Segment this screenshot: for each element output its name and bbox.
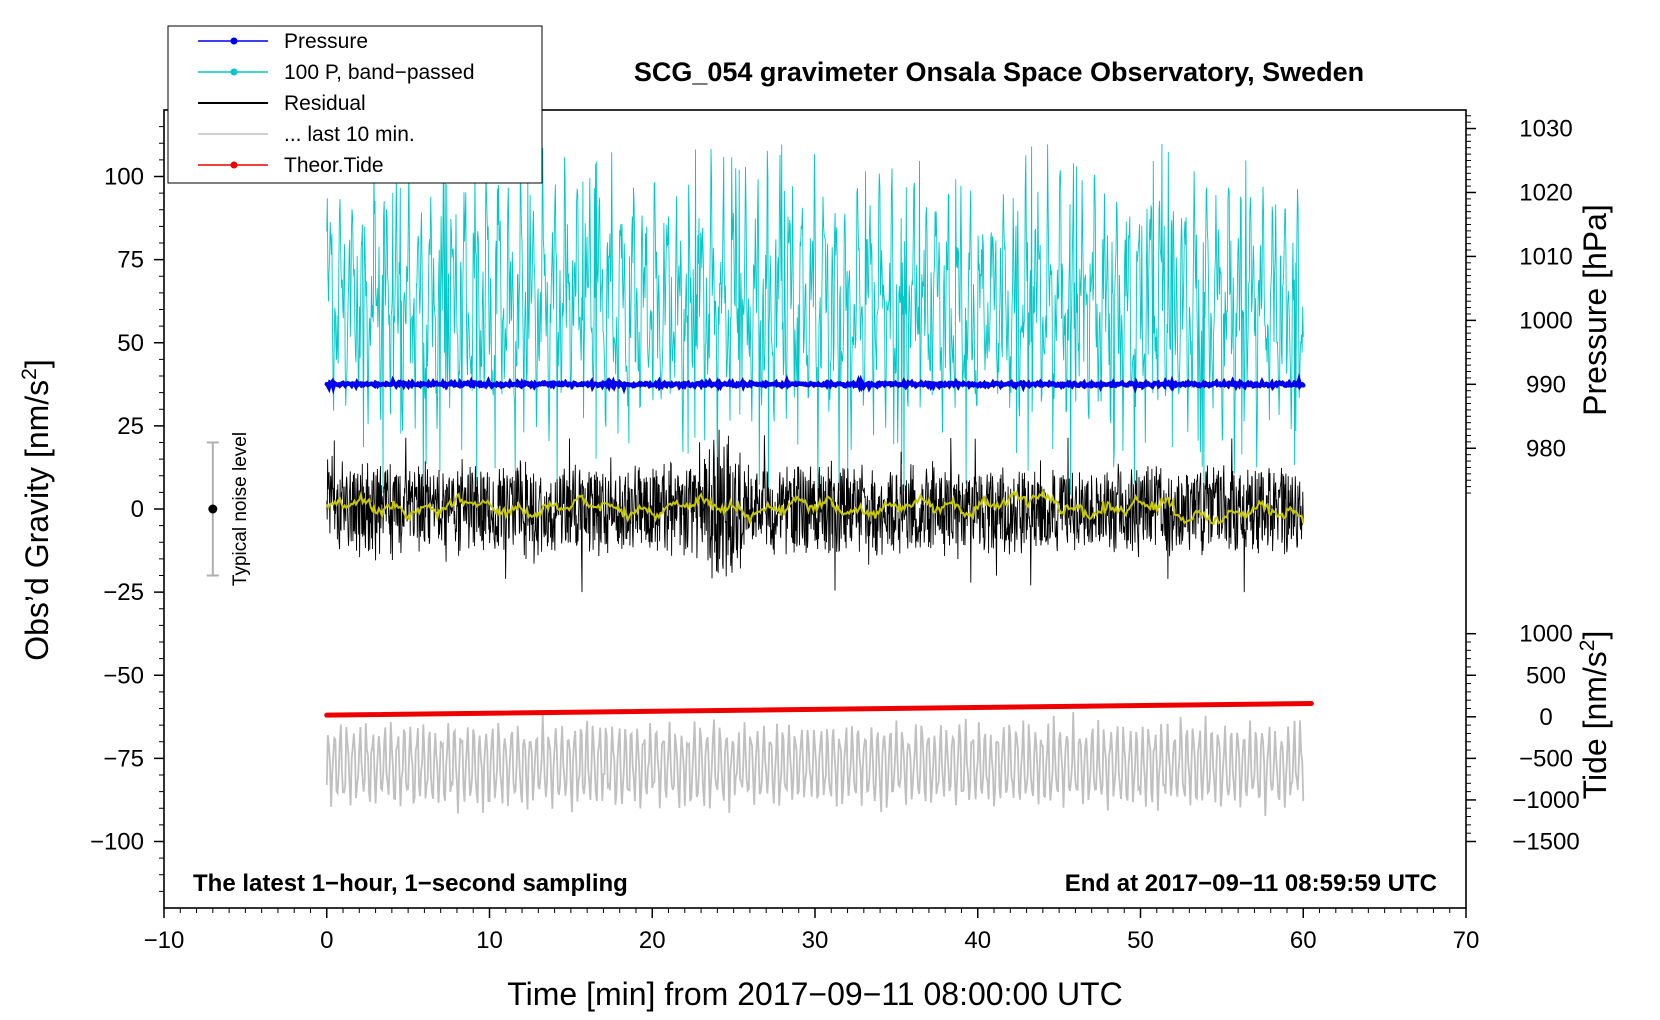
- legend-label: ... last 10 min.: [284, 123, 415, 146]
- x-tick-label: 10: [476, 927, 503, 954]
- series-layer: [324, 143, 1314, 817]
- tide-tick-label: −1500: [1512, 829, 1579, 856]
- series-residual-line: [326, 429, 1304, 593]
- series-theor-tide-line: [324, 701, 1314, 718]
- tide-axis-ticks: 1000 500 0 −500 −1000 −1500: [1466, 621, 1580, 856]
- x-tick-label: 30: [802, 927, 829, 954]
- legend-entry: 100 P, band−passed: [198, 61, 475, 84]
- legend-marker: [230, 37, 238, 45]
- series-pressure-line: [324, 373, 1306, 395]
- pressure-tick-label: 1010: [1519, 243, 1572, 270]
- y-axis-label-left-main: Obs’d Gravity [nm/s: [19, 380, 55, 661]
- legend-label: Theor.Tide: [284, 154, 384, 177]
- chart-title: SCG_054 gravimeter Onsala Space Observat…: [634, 57, 1364, 87]
- pressure-tick-label: 1020: [1519, 179, 1572, 206]
- y-tick-label: −75: [103, 745, 144, 772]
- y-tick-label: 50: [117, 330, 144, 357]
- tide-tick-label: −500: [1519, 745, 1573, 772]
- x-tick-label: 40: [964, 927, 991, 954]
- series-band-passed-line: [326, 143, 1304, 495]
- series-last-10-min-line: [325, 712, 1305, 817]
- pressure-tick-label: 1000: [1519, 307, 1572, 334]
- x-tick-label: 20: [639, 927, 666, 954]
- legend: Pressure 100 P, band−passed Residual ... la…: [167, 25, 543, 184]
- legend-marker: [230, 68, 238, 76]
- pressure-tick-label: 1030: [1519, 116, 1572, 143]
- x-tick-label: 50: [1127, 927, 1154, 954]
- legend-entry: Residual: [198, 92, 366, 115]
- x-tick-label: 70: [1453, 927, 1480, 954]
- x-tick-label: −10: [144, 927, 185, 954]
- y-tick-label: −25: [103, 579, 144, 606]
- pressure-tick-label: 990: [1526, 371, 1566, 398]
- y-tick-label: 75: [117, 247, 144, 274]
- legend-label: 100 P, band−passed: [284, 61, 475, 84]
- y-tick-label: −50: [103, 662, 144, 689]
- bottom-left-note: The latest 1−hour, 1−second sampling: [193, 870, 628, 897]
- legend-label: Pressure: [284, 30, 368, 53]
- y-axis-label-tide-main: Tide [nm/s: [1577, 651, 1613, 799]
- y-axis-label-left: Obs’d Gravity [nm/s2]: [18, 359, 55, 661]
- y-tick-label: 25: [117, 413, 144, 440]
- x-axis-ticks: −10 0 10 20 30 40 50 60 70: [144, 908, 1480, 954]
- x-axis-label: Time [min] from 2017−09−11 08:00:00 UTC: [507, 976, 1122, 1012]
- tide-tick-label: 1000: [1519, 621, 1572, 648]
- x-tick-label: 0: [320, 927, 333, 954]
- legend-entry: Pressure: [198, 30, 368, 53]
- pressure-tick-label: 980: [1526, 435, 1566, 462]
- y-axis-label-left-sup: 2: [18, 368, 41, 380]
- noise-level-center-dot: [208, 504, 218, 514]
- x-tick-label: 60: [1290, 927, 1317, 954]
- tide-tick-label: −1000: [1512, 787, 1579, 814]
- tide-tick-label: 0: [1539, 704, 1552, 731]
- legend-marker: [230, 161, 238, 169]
- y-axis-label-pressure: Pressure [hPa]: [1577, 204, 1613, 416]
- legend-entry: Theor.Tide: [198, 154, 384, 177]
- y-axis-label-tide-sup: 2: [1576, 640, 1599, 652]
- y-axis-label-tide: Tide [nm/s2]: [1576, 631, 1613, 800]
- legend-entry: ... last 10 min.: [198, 123, 415, 146]
- y-tick-label: −100: [90, 829, 144, 856]
- noise-level-label: Typical noise level: [230, 432, 251, 586]
- noise-level-indicator: Typical noise level: [206, 432, 251, 586]
- y-tick-label: 100: [104, 164, 144, 191]
- bottom-right-note: End at 2017−09−11 08:59:59 UTC: [1065, 870, 1437, 897]
- series-residual-smoothed-line: [325, 489, 1305, 526]
- y-axis-label-left-end: ]: [19, 359, 55, 368]
- y-axis-ticks: 100 75 50 25 0 −25 −50 −75 −100: [90, 126, 164, 892]
- y-axis-label-tide-end: ]: [1577, 631, 1613, 640]
- legend-label: Residual: [284, 92, 366, 115]
- pressure-axis-ticks: 1030 1020 1010 1000 990 980: [1466, 115, 1573, 494]
- legend-box: [167, 25, 543, 184]
- tide-tick-label: 500: [1526, 662, 1566, 689]
- y-tick-label: 0: [131, 496, 144, 523]
